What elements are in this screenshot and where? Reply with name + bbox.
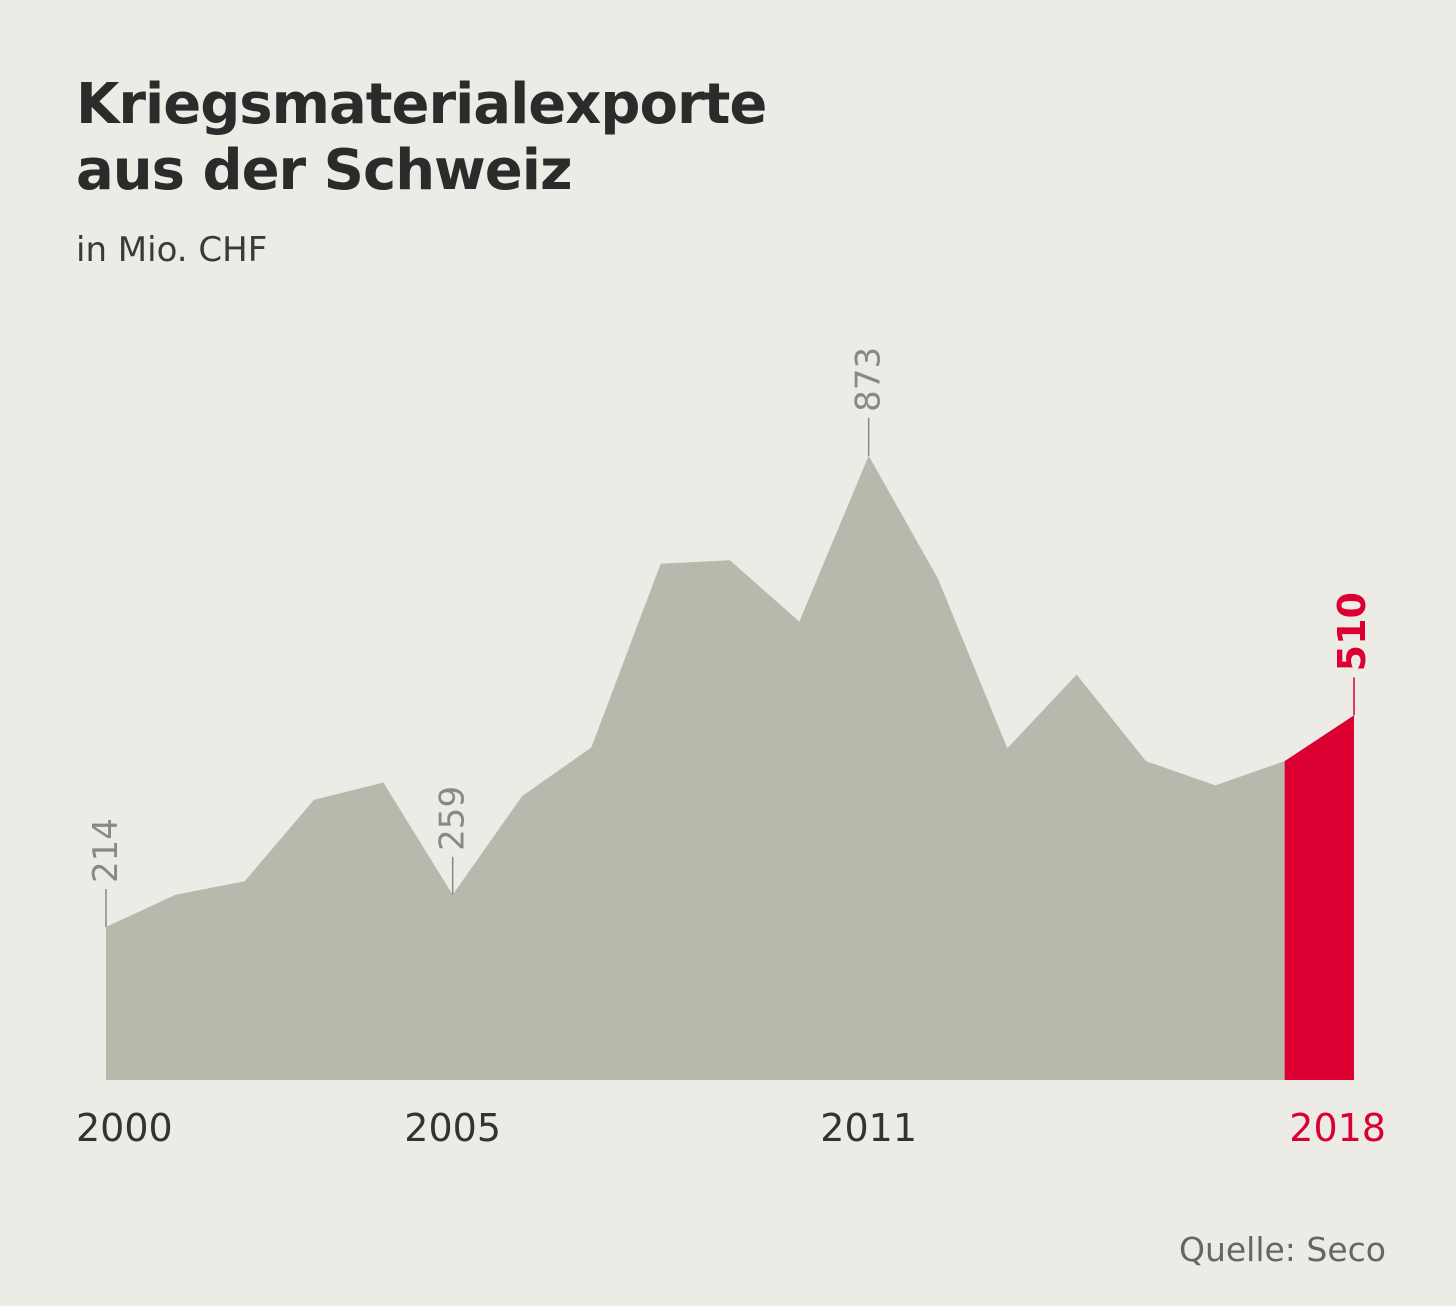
x-tick-label-2000: 2000 xyxy=(76,1106,173,1150)
source-note: Quelle: Seco xyxy=(1178,1230,1386,1269)
chart-subtitle: in Mio. CHF xyxy=(76,230,268,270)
chart-title-line-1: Kriegsmaterialexporte xyxy=(76,72,767,137)
x-axis-ticks: 2000 2005 2011 2018 xyxy=(76,1106,1386,1150)
x-tick-label-2005: 2005 xyxy=(404,1106,501,1150)
area-series xyxy=(106,455,1354,1080)
chart-title-line-2: aus der Schweiz xyxy=(76,138,573,203)
area-highlight-segment xyxy=(1284,715,1354,1080)
annotation-label-510: 510 xyxy=(1330,592,1374,671)
x-tick-label-2011: 2011 xyxy=(820,1106,917,1150)
x-tick-label-2018: 2018 xyxy=(1289,1106,1386,1150)
chart-title: Kriegsmaterialexporte aus der Schweiz xyxy=(76,72,767,204)
annotation-label-873: 873 xyxy=(849,347,889,412)
annotation-label-214: 214 xyxy=(86,818,126,883)
annotation-layer: 214 259 873 510 xyxy=(86,347,1374,927)
annotation-label-259: 259 xyxy=(433,786,473,851)
